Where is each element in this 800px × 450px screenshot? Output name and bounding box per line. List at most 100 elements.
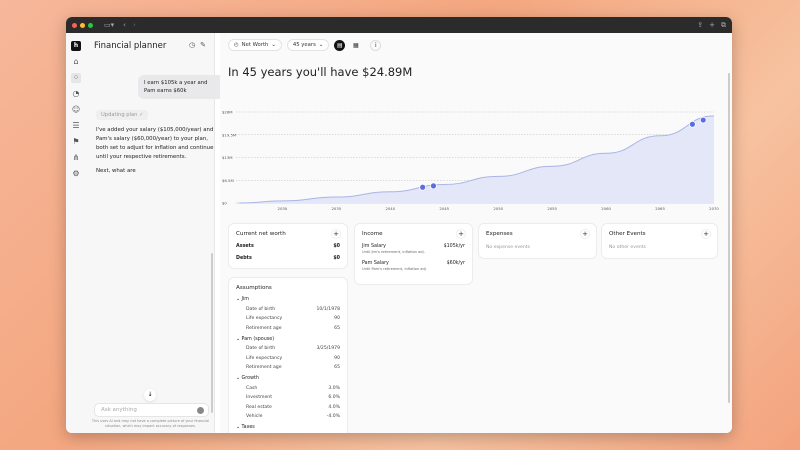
assumption-section-toggle[interactable]: ⌄ Jim: [236, 297, 340, 302]
add-expense-button[interactable]: +: [580, 229, 590, 239]
assumption-section-toggle[interactable]: ⌄ Growth: [236, 376, 340, 381]
send-icon[interactable]: [197, 407, 204, 414]
y-tick-label: $6.5M: [222, 178, 234, 183]
home-icon[interactable]: ⌂: [73, 57, 79, 66]
new-tab-icon[interactable]: +: [709, 20, 715, 29]
share-icon[interactable]: ⇪: [697, 20, 704, 29]
assumption-row[interactable]: Real estate 4.0%: [236, 405, 340, 410]
assumption-row[interactable]: Vehicle -4.0%: [236, 414, 340, 419]
income-value: $105k/yr: [443, 244, 465, 249]
income-label: Jim Salary: [362, 244, 387, 249]
assumption-label: Retirement age: [246, 325, 282, 331]
assumption-row[interactable]: Investment 6.0%: [236, 395, 340, 400]
x-tick-label: 2030: [278, 206, 288, 211]
income-value: $60k/yr: [446, 261, 465, 266]
assumption-value: 90: [334, 316, 340, 321]
chat-scrollbar[interactable]: [211, 253, 213, 413]
metric-dropdown[interactable]: ◴ Net Worth ⌄: [228, 39, 282, 51]
net-worth-card: Current net worth + Assets $0 Debts $0: [228, 223, 348, 269]
card-title: Income: [362, 231, 383, 237]
chevron-down-icon: ⌄: [236, 336, 242, 342]
assumption-value: -4.0%: [326, 414, 340, 419]
add-income-button[interactable]: +: [456, 229, 466, 239]
assumption-row[interactable]: Date of birth 10/1/1978: [236, 307, 340, 312]
minimize-window-button[interactable]: [80, 22, 85, 28]
event-marker[interactable]: [699, 116, 707, 124]
section-name: Pam (spouse): [241, 336, 275, 342]
x-tick-label: 2065: [655, 206, 665, 211]
card-title: Assumptions: [236, 285, 272, 291]
settings-icon[interactable]: ⚙: [72, 169, 80, 178]
income-item[interactable]: Jim Salary $105k/yr Until Jim's retirement…: [362, 244, 465, 254]
assumption-value: 3/25/1979: [316, 346, 340, 351]
assumption-section-toggle[interactable]: ⌄ Taxes: [236, 425, 340, 430]
assumption-row[interactable]: Cash 3.0%: [236, 386, 340, 391]
insights-icon[interactable]: ☺: [71, 105, 81, 114]
back-icon[interactable]: ‹: [123, 21, 126, 29]
add-event-button[interactable]: +: [701, 229, 711, 239]
table-view-button[interactable]: ▦: [352, 41, 359, 49]
close-window-button[interactable]: [72, 22, 77, 28]
section-name: Taxes: [241, 425, 255, 430]
title-bar: ▭▾ ‹ › ⇪ + ⧉: [66, 17, 732, 33]
add-net-worth-button[interactable]: +: [331, 229, 341, 239]
assistant-paragraph: I've added your salary ($105,000/year) a…: [96, 127, 214, 160]
maximize-window-button[interactable]: [88, 22, 93, 28]
assumption-row[interactable]: Retirement age 65: [236, 326, 340, 331]
connections-icon[interactable]: ⋔: [72, 153, 80, 162]
card-title: Current net worth: [236, 231, 286, 237]
card-title: Other Events: [609, 231, 646, 237]
event-marker[interactable]: [419, 183, 427, 191]
planner-icon[interactable]: ⁘: [71, 73, 81, 83]
assumption-row[interactable]: Life expectancy 90: [236, 356, 340, 361]
income-card: Income + Jim Salary $105k/yr Until Jim's r…: [354, 223, 473, 285]
section-name: Growth: [241, 376, 259, 381]
assumption-row[interactable]: Life expectancy 90: [236, 316, 340, 321]
chat-input[interactable]: Ask anything: [94, 403, 209, 417]
user-message: I earn $105k a year and Pam earns $60k: [138, 75, 224, 99]
scroll-down-button[interactable]: ↓: [144, 389, 156, 401]
assumption-value: 65: [334, 365, 340, 370]
sidebar-icon[interactable]: ▭▾: [104, 21, 115, 29]
chart-view-button[interactable]: ▤: [334, 39, 346, 51]
disclaimer: This uses AI and may not have a complete…: [91, 419, 210, 428]
assistant-message: I've added your salary ($105,000/year) a…: [96, 126, 216, 181]
expenses-card: Expenses + No expense events: [478, 223, 597, 259]
assumption-section-toggle[interactable]: ⌄ Pam (spouse): [236, 337, 340, 342]
app-window: ▭▾ ‹ › ⇪ + ⧉ h ⌂ ⁘ ◔ ☺ ☰ ⚑ ⋔ ⚙ Financial p…: [66, 17, 732, 433]
x-tick-label: 2070: [709, 206, 719, 211]
chat-title: Financial planner: [94, 41, 167, 51]
income-label: Pam Salary: [362, 261, 389, 266]
status-text: Updating plan: [101, 112, 138, 118]
assumption-label: Real estate: [246, 404, 272, 410]
assumption-row[interactable]: Date of birth 3/25/1979: [236, 346, 340, 351]
main-scrollbar[interactable]: [728, 73, 730, 403]
section-name: Jim: [241, 297, 249, 302]
y-tick-label: $0: [222, 201, 227, 206]
assumption-value: 65: [334, 325, 340, 331]
main-panel: ◴ Net Worth ⌄ 45 years ⌄ ▤ ▦ i In 45 years …: [220, 33, 732, 433]
assumption-value: 6.0%: [328, 395, 340, 400]
forward-icon[interactable]: ›: [132, 21, 136, 29]
area-fill: [239, 115, 715, 203]
history-icon[interactable]: ◷: [189, 41, 196, 49]
check-icon: ✓: [139, 112, 144, 118]
assumptions-card: Assumptions ⌄ Jim Date of birth 10/1/1978 L…: [228, 277, 348, 433]
goals-icon[interactable]: ◔: [72, 89, 80, 98]
tabs-icon[interactable]: ⧉: [721, 20, 726, 29]
assets-label: Assets: [236, 244, 254, 249]
flag-icon[interactable]: ⚑: [72, 137, 80, 146]
event-marker[interactable]: [689, 120, 696, 128]
net-worth-chart[interactable]: $0 $6.5M $13M $19.5M $26M 2030 2035 2040 2045 205…: [220, 103, 726, 215]
x-tick-label: 2050: [493, 206, 503, 211]
x-tick-label: 2045: [439, 206, 449, 211]
debts-label: Debts: [236, 256, 252, 261]
range-dropdown[interactable]: 45 years ⌄: [286, 39, 330, 51]
income-item[interactable]: Pam Salary $60k/yr Until Pam's retirement,…: [362, 261, 465, 271]
info-icon[interactable]: i: [370, 39, 382, 51]
list-icon[interactable]: ☰: [72, 121, 80, 130]
new-chat-icon[interactable]: ✎: [200, 41, 206, 49]
assumption-row[interactable]: Retirement age 65: [236, 365, 340, 370]
other-events-card: Other Events + No other events: [601, 223, 718, 259]
event-marker[interactable]: [430, 182, 437, 190]
